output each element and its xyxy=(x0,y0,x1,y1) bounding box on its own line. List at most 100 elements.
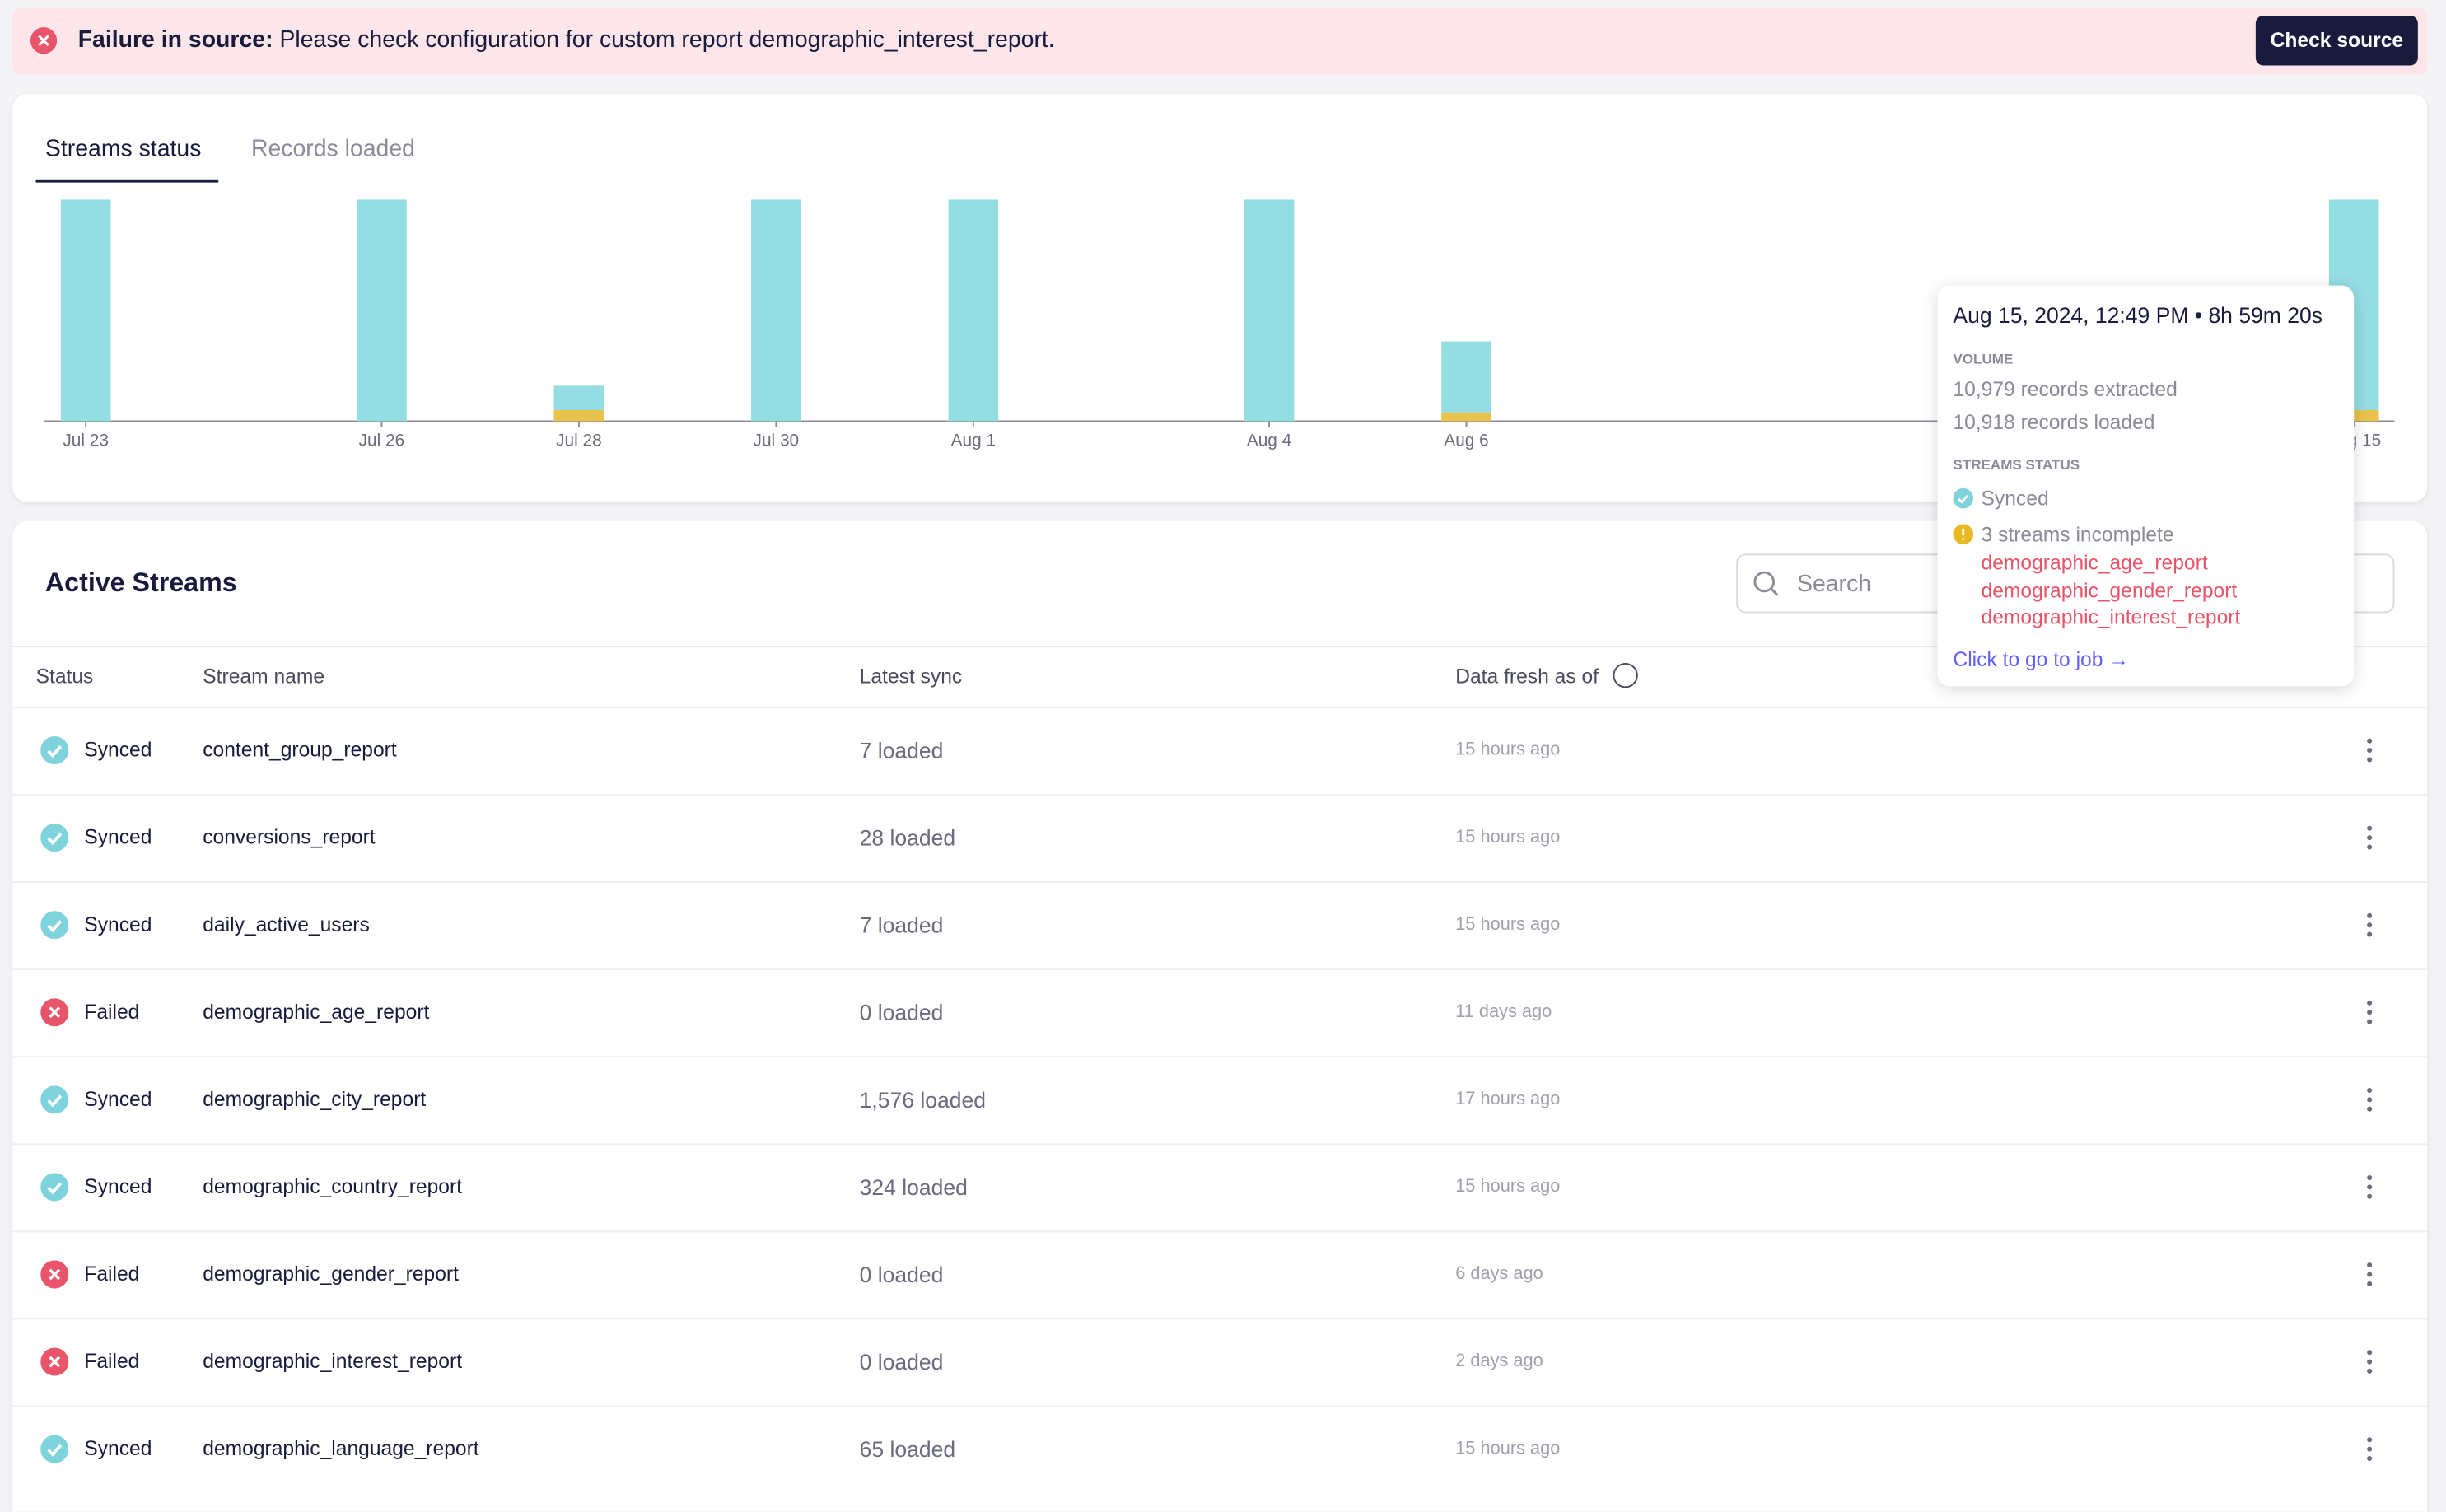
data-freshness: 15 hours ago xyxy=(1455,915,1561,935)
job-link[interactable]: Click to go to job → xyxy=(1953,647,2129,671)
tooltip: Aug 15, 2024, 12:49 PM • 8h 59m 20s VOLU… xyxy=(1937,285,2355,687)
latest-sync: 65 loaded xyxy=(859,1436,956,1462)
stream-name: content_group_report xyxy=(203,737,397,762)
tooltip-heading: STREAMS STATUS xyxy=(1953,456,2080,473)
banner-message: Please check configuration for custom re… xyxy=(279,26,1055,54)
data-freshness: 2 days ago xyxy=(1455,1352,1543,1371)
data-freshness: 15 hours ago xyxy=(1455,828,1561,847)
error-icon xyxy=(30,27,58,54)
row-divider xyxy=(12,1318,2428,1320)
bar-segment xyxy=(553,409,604,422)
stream-name: demographic_gender_report xyxy=(203,1262,459,1286)
row-divider xyxy=(12,1143,2428,1146)
column-header: Stream name xyxy=(203,664,325,688)
tab[interactable]: Records loaded xyxy=(250,135,415,162)
x-tick-label: Jul 30 xyxy=(754,432,800,450)
search-icon xyxy=(1753,571,1779,596)
bar-segment xyxy=(1441,341,1491,413)
row-menu[interactable] xyxy=(2366,1174,2373,1199)
latest-sync: 0 loaded xyxy=(859,1262,944,1287)
latest-sync: 1,576 loaded xyxy=(859,1087,987,1113)
stream-status: Synced xyxy=(84,824,152,849)
x-tick-label: Aug 1 xyxy=(951,432,996,450)
synced-icon xyxy=(40,1173,69,1202)
stream-status: Failed xyxy=(84,1000,140,1024)
x-tick-label: Aug 6 xyxy=(1444,432,1488,450)
incomplete-stream: demographic_gender_report xyxy=(1981,578,2238,603)
stream-status: Synced xyxy=(84,912,152,936)
data-freshness: 6 days ago xyxy=(1455,1265,1543,1284)
latest-sync: 324 loaded xyxy=(859,1174,968,1200)
row-menu[interactable] xyxy=(2366,1000,2373,1024)
tooltip-extracted: 10,979 records extracted xyxy=(1953,377,2178,401)
stream-status: Synced xyxy=(84,1436,152,1460)
row-divider xyxy=(12,707,2428,708)
latest-sync: 7 loaded xyxy=(859,912,944,938)
bar-segment xyxy=(357,199,407,422)
stream-status: Failed xyxy=(84,1262,140,1286)
bar-segment xyxy=(751,199,801,422)
stream-name: demographic_interest_report xyxy=(203,1349,463,1373)
synced-icon xyxy=(1953,488,1974,509)
stream-name: demographic_age_report xyxy=(203,1000,430,1024)
section-title: Active Streams xyxy=(44,567,237,598)
stream-name: demographic_language_report xyxy=(203,1436,479,1460)
tooltip-heading: VOLUME xyxy=(1953,351,2014,367)
row-menu[interactable] xyxy=(2366,738,2373,763)
incomplete-stream: demographic_interest_report xyxy=(1981,604,2241,629)
row-menu[interactable] xyxy=(2366,1349,2373,1374)
bar-segment xyxy=(1244,199,1295,422)
latest-sync: 7 loaded xyxy=(859,737,944,763)
row-menu[interactable] xyxy=(2366,1087,2373,1112)
data-freshness: 15 hours ago xyxy=(1455,740,1561,760)
data-freshness: 11 days ago xyxy=(1455,1002,1552,1022)
row-divider xyxy=(12,1230,2428,1233)
banner-title: Failure in source: xyxy=(77,26,273,54)
warning-icon xyxy=(1953,524,1974,545)
error-banner: Failure in source: Please check configur… xyxy=(12,7,2428,75)
row-menu[interactable] xyxy=(2366,912,2373,937)
row-menu[interactable] xyxy=(2366,825,2373,850)
stream-status: Synced xyxy=(84,737,152,762)
stream-name: demographic_country_report xyxy=(203,1174,463,1198)
x-tick-label: Aug 4 xyxy=(1247,432,1291,450)
tab-underline xyxy=(35,179,219,183)
tooltip-loaded: 10,918 records loaded xyxy=(1953,410,2155,434)
column-header: Data fresh as of xyxy=(1455,664,1599,688)
row-divider xyxy=(12,1405,2428,1407)
tooltip-synced: Synced xyxy=(1981,486,2049,511)
synced-icon xyxy=(40,1435,69,1463)
stream-name: demographic_city_report xyxy=(203,1087,427,1111)
incomplete-stream: demographic_age_report xyxy=(1981,550,2208,575)
search-placeholder: Search xyxy=(1797,571,1872,598)
row-menu[interactable] xyxy=(2366,1436,2373,1462)
column-header: Status xyxy=(35,664,94,688)
synced-icon xyxy=(40,1085,69,1114)
row-divider xyxy=(12,968,2428,971)
stream-status: Synced xyxy=(84,1174,152,1198)
failed-icon xyxy=(40,998,69,1027)
data-freshness: 17 hours ago xyxy=(1455,1090,1561,1109)
x-tick-label: Jul 23 xyxy=(63,432,109,450)
synced-icon xyxy=(40,736,69,765)
tooltip-title: Aug 15, 2024, 12:49 PM • 8h 59m 20s xyxy=(1953,302,2323,328)
failed-icon xyxy=(40,1347,69,1376)
latest-sync: 28 loaded xyxy=(859,824,956,851)
stream-status: Synced xyxy=(84,1087,152,1111)
column-header: Latest sync xyxy=(859,664,963,688)
tab-active[interactable]: Streams status xyxy=(44,135,202,162)
row-menu[interactable] xyxy=(2366,1262,2373,1286)
clock-icon xyxy=(1613,662,1638,688)
check-source-button[interactable]: Check source xyxy=(2255,15,2418,66)
stream-status: Failed xyxy=(84,1349,140,1373)
row-divider xyxy=(12,794,2428,796)
bar-segment xyxy=(1441,412,1491,422)
x-tick-label: Jul 28 xyxy=(556,432,602,450)
bar-segment xyxy=(553,385,604,410)
stream-name: conversions_report xyxy=(203,824,376,849)
streams-card: Active Streams Search Status Stream name L… xyxy=(12,520,2428,1512)
tooltip-incomplete: 3 streams incomplete xyxy=(1981,522,2174,546)
divider xyxy=(12,646,2428,648)
